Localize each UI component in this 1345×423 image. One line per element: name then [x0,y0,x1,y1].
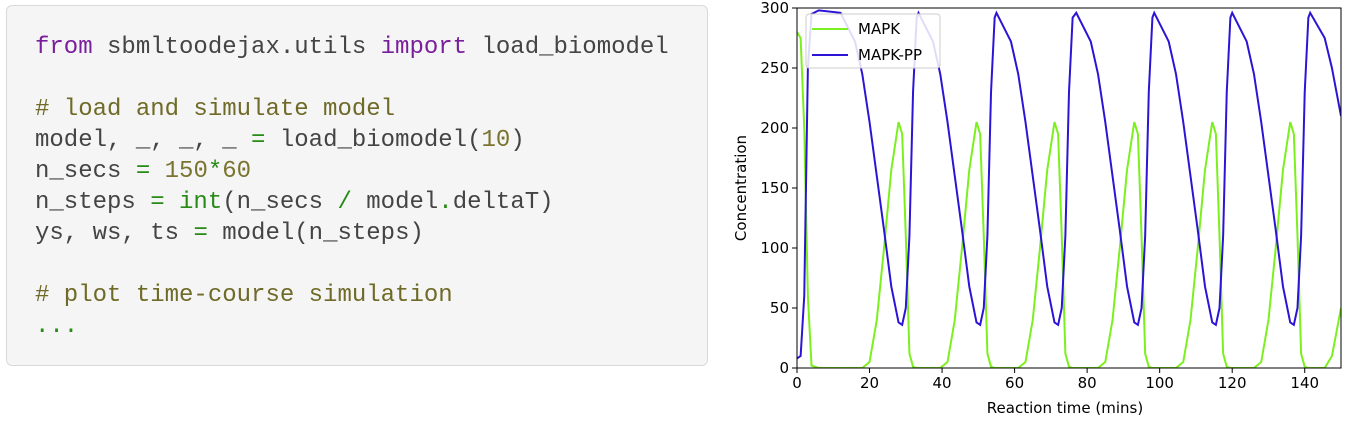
code-token: sbmltoodejax.utils [92,34,381,61]
code-token: = [150,189,165,216]
code-token: * [207,158,223,185]
code-token: = [251,127,266,154]
x-tick-label: 140 [1290,374,1319,392]
code-token: n_secs [35,158,136,185]
x-axis-label: Reaction time (mins) [987,399,1143,417]
series-line [797,31,1341,368]
x-tick-label: 80 [1078,374,1097,392]
y-tick-label: 250 [760,59,789,77]
code-token: # load and simulate model [35,96,396,123]
x-tick-label: 60 [1005,374,1024,392]
code-token: load_biomodel [467,34,669,61]
series-line [797,9,1341,360]
code-line [35,63,707,94]
code-token: . [438,189,453,216]
code-token: deltaT) [452,189,554,216]
y-tick-label: 150 [760,179,789,197]
code-line: n_steps = int(n_secs / model.deltaT) [35,187,707,218]
code-line: n_secs = 150*60 [35,156,707,187]
code-token: 10 [481,127,511,154]
code-token [165,189,179,216]
code-token: ys, ws, ts [35,220,194,247]
y-tick-label: 300 [760,0,789,17]
code-line: ys, ws, ts = model(n_steps) [35,218,707,249]
chart: Reaction time (mins) Concentration 0 50 10… [732,0,1342,417]
code-token: 150 [164,158,208,185]
y-axis-label: Concentration [732,135,750,241]
code-line: model, _, _, _ = load_biomodel(10) [35,125,707,156]
code-token: n_steps [35,189,151,216]
y-tick-label: 0 [779,359,789,377]
code-token: from [35,34,93,61]
y-tick-label: 200 [760,119,789,137]
code-token: ... [35,313,79,340]
code-line: # load and simulate model [35,94,707,125]
code-token: = [135,158,151,185]
code-token: 60 [222,158,252,185]
plot-frame [796,7,1342,369]
x-tick-label: 0 [792,374,802,392]
code-token: model [351,189,439,216]
code-token: ) [510,127,525,154]
legend-label: MAPK [858,20,901,38]
code-token: / [337,189,352,216]
code-line: ... [35,311,707,342]
code-token: = [193,220,208,247]
x-tick-label: 20 [860,374,879,392]
code-token: load_biomodel( [265,127,482,154]
y-tick-label: 50 [770,299,789,317]
y-tick-label: 100 [760,239,789,257]
code-token: # plot time-course simulation [35,282,453,309]
code-token: model, _, _, _ [35,127,252,154]
x-tick-label: 120 [1218,374,1247,392]
code-token: (n_secs [222,189,338,216]
code-line [35,249,707,280]
code-line: # plot time-course simulation [35,280,707,311]
code-token: import [380,34,468,61]
code-line: from sbmltoodejax.utils import load_biom… [35,32,707,63]
x-tick-label: 40 [933,374,952,392]
code-token: model(n_steps) [207,220,424,247]
code-token: int [179,189,223,216]
legend-label: MAPK-PP [858,46,922,64]
code-token [150,158,164,185]
x-tick-label: 100 [1145,374,1174,392]
code-block: from sbmltoodejax.utils import load_biom… [6,5,708,366]
